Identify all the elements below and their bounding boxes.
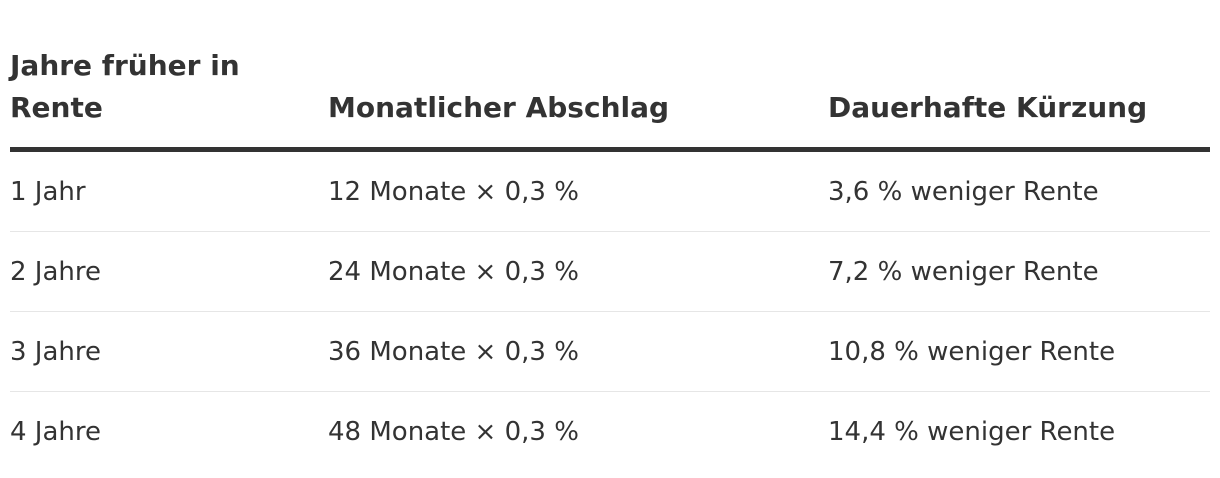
cell-monthly: 12 Monate × 0,3 % bbox=[328, 149, 828, 232]
cell-years: 2 Jahre bbox=[10, 231, 328, 312]
table-body: 1 Jahr 12 Monate × 0,3 % 3,6 % weniger R… bbox=[10, 149, 1210, 472]
table-row: 3 Jahre 36 Monate × 0,3 % 10,8 % weniger… bbox=[10, 311, 1210, 392]
header-row: Jahre früher in Rente Monatlicher Abschl… bbox=[10, 45, 1210, 152]
cell-monthly: 48 Monate × 0,3 % bbox=[328, 416, 579, 447]
cell-monthly: 36 Monate × 0,3 % bbox=[328, 311, 828, 392]
abschlag-table: Jahre früher in Rente Monatlicher Abschl… bbox=[10, 45, 1210, 471]
cell-reduction: 14,4 % weniger Rente bbox=[828, 416, 1116, 447]
cell-reduction: 10,8 % weniger Rente bbox=[828, 311, 1210, 392]
header-years-earlier: Jahre früher in Rente bbox=[10, 45, 328, 152]
table-header: Jahre früher in Rente Monatlicher Abschl… bbox=[10, 45, 1210, 152]
header-permanent-reduction: Dauerhafte Kürzung bbox=[828, 45, 1210, 152]
table-row: 4 Jahre 48 Monate × 0,3 % 14,4 % weniger… bbox=[10, 392, 1210, 472]
table-row: 2 Jahre 24 Monate × 0,3 % 7,2 % weniger … bbox=[10, 231, 1210, 312]
cell-reduction: 7,2 % weniger Rente bbox=[828, 231, 1210, 312]
cell-years: 4 Jahre bbox=[10, 416, 101, 447]
table-row: 1 Jahr 12 Monate × 0,3 % 3,6 % weniger R… bbox=[10, 149, 1210, 232]
cell-years: 1 Jahr bbox=[10, 149, 328, 232]
cell-monthly: 24 Monate × 0,3 % bbox=[328, 231, 828, 312]
header-monthly-deduction: Monatlicher Abschlag bbox=[328, 45, 828, 152]
cell-years: 3 Jahre bbox=[10, 311, 328, 392]
cell-reduction: 3,6 % weniger Rente bbox=[828, 149, 1210, 232]
